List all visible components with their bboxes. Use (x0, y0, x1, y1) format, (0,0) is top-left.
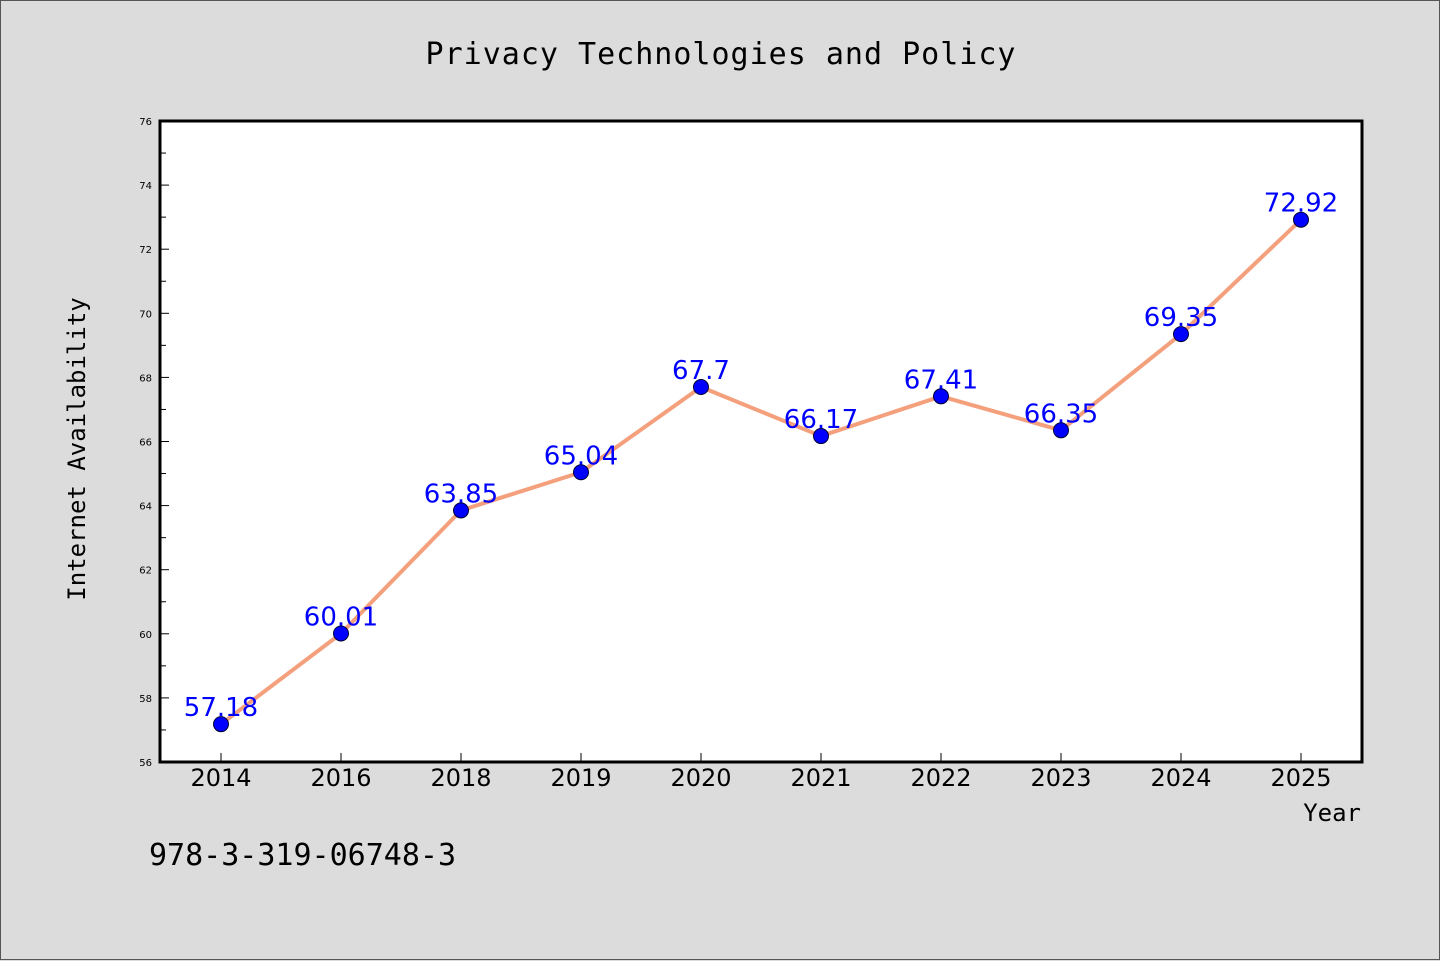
x-tick-label: 2023 (1030, 764, 1091, 792)
data-label: 65.04 (544, 441, 618, 471)
y-tick-label: 64 (139, 502, 152, 513)
data-point (693, 379, 709, 396)
data-point (453, 502, 469, 519)
x-tick-label: 2016 (310, 764, 371, 792)
data-label: 60.01 (304, 602, 378, 632)
data-label: 57.18 (184, 693, 258, 723)
plot-area (158, 119, 1364, 764)
x-tick-label: 2020 (670, 764, 731, 792)
y-tick-label: 68 (139, 373, 152, 384)
x-tick-label: 2021 (790, 764, 851, 792)
y-tick-label: 76 (139, 117, 152, 128)
series-group (213, 211, 1309, 733)
y-tick-label: 74 (139, 181, 152, 192)
data-label: 66.35 (1024, 399, 1098, 429)
x-tick-label: 2024 (1150, 764, 1211, 792)
data-point (573, 464, 589, 481)
x-tick-label: 2014 (190, 764, 251, 792)
data-label: 72.92 (1264, 189, 1338, 219)
y-tick-label: 58 (139, 694, 152, 705)
data-point (1053, 422, 1069, 439)
x-tick-label: 2025 (1270, 764, 1331, 792)
y-tick-label: 70 (139, 309, 152, 320)
y-tick-label: 60 (139, 630, 152, 641)
y-tick-label: 72 (139, 245, 152, 256)
data-point (1293, 211, 1309, 228)
x-axis: 2014 2016 2018 2019 2020 2021 2022 2023 2024 2025 (190, 753, 1332, 792)
x-tick-label: 2022 (910, 764, 971, 792)
y-tick-label: 56 (139, 758, 152, 769)
data-point (213, 716, 229, 733)
series-line (219, 218, 1303, 726)
y-tick-label: 66 (139, 438, 152, 449)
data-label: 69.35 (1144, 303, 1218, 333)
x-tick-label: 2018 (430, 764, 491, 792)
data-point (813, 428, 829, 445)
x-axis-label: Year (1303, 799, 1361, 827)
y-tick-label: 62 (139, 566, 152, 577)
data-label: 63.85 (424, 479, 498, 509)
data-point (1173, 326, 1189, 343)
data-point (333, 625, 349, 642)
data-point (933, 388, 949, 405)
data-label: 67.41 (904, 365, 978, 395)
isbn-annotation: 978-3-319-06748-3 (149, 838, 456, 873)
chart-title: Privacy Technologies and Policy (426, 37, 1017, 72)
data-label: 67.7 (672, 356, 730, 386)
y-axis-label: Internet Availability (63, 297, 91, 600)
data-label: 66.17 (784, 405, 858, 435)
x-tick-label: 2019 (550, 764, 611, 792)
data-labels-group: 57.18 60.01 63.85 65.04 67.7 66.17 67.41 66.35 6… (184, 189, 1338, 723)
y-axis: 56 58 60 62 64 66 68 70 72 74 76 (139, 117, 169, 769)
